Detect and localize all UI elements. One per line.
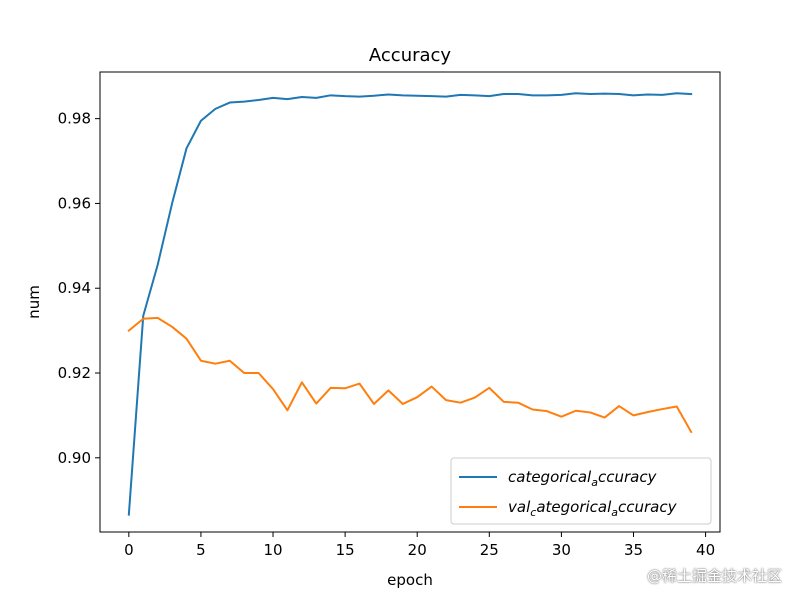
legend-box: [450, 457, 712, 525]
legend-label-1: valcategoricalaccuracy: [508, 498, 678, 519]
series-line-0: [127, 92, 693, 516]
x-tick-label: 20: [408, 541, 427, 559]
legend: categoricalaccuracy valcategoricalaccurac…: [450, 457, 712, 525]
x-tick-label: 10: [263, 541, 282, 559]
series-line-1: [127, 316, 693, 434]
x-axis: 0 5 10 15 20 25 30 35 40: [124, 532, 715, 559]
legend-label-0: categoricalaccuracy: [508, 468, 658, 489]
chart-title: Accuracy: [369, 45, 452, 66]
y-tick-label: 0.90: [58, 449, 91, 467]
watermark: @稀土掘金技术社区: [646, 567, 782, 585]
plot-frame: [99, 71, 721, 533]
x-tick-label: 35: [624, 541, 643, 559]
x-tick-label: 5: [196, 541, 206, 559]
y-tick-label: 0.94: [58, 279, 91, 297]
x-tick-label: 30: [552, 541, 571, 559]
y-axis-label: num: [25, 285, 43, 319]
x-axis-label: epoch: [387, 571, 433, 589]
plot-area: [127, 92, 693, 516]
y-tick-label: 0.92: [58, 364, 91, 382]
x-tick-label: 40: [696, 541, 715, 559]
y-axis: 0.90 0.92 0.94 0.96 0.98: [58, 110, 100, 467]
y-tick-label: 0.98: [58, 110, 91, 128]
x-tick-label: 15: [336, 541, 355, 559]
y-tick-label: 0.96: [58, 194, 91, 212]
x-tick-label: 25: [480, 541, 499, 559]
x-tick-label: 0: [124, 541, 134, 559]
